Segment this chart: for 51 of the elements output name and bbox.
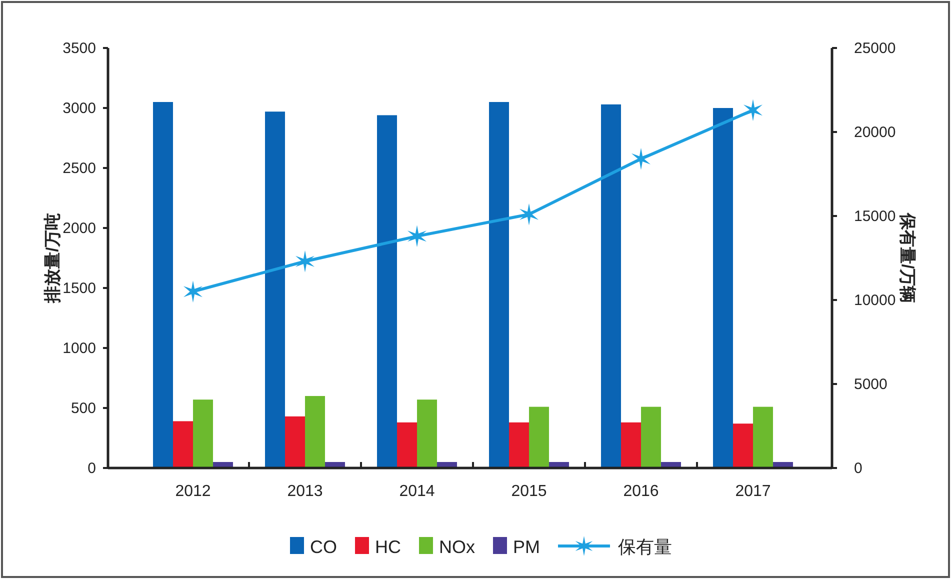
y-tick-label: 3500	[62, 40, 96, 57]
point	[183, 280, 203, 303]
legend-label: NOx	[439, 537, 475, 557]
legend-label: 保有量	[618, 537, 672, 557]
point	[295, 250, 315, 272]
y-axis-title: 排放量/万吨	[43, 213, 62, 304]
legend-label: CO	[310, 537, 337, 557]
bar	[489, 102, 509, 468]
y2-tick-label: 25000	[854, 40, 896, 57]
legend-label: PM	[513, 537, 540, 557]
y-tick-label: 1500	[62, 280, 96, 297]
bar	[601, 104, 621, 468]
bar	[265, 112, 285, 468]
y2-tick-label: 20000	[854, 124, 896, 141]
bar	[713, 108, 733, 468]
bar	[417, 400, 437, 468]
point	[743, 99, 763, 122]
point	[631, 148, 651, 170]
bar	[285, 416, 305, 468]
x-tick-label: 2012	[175, 483, 211, 500]
bar	[173, 421, 193, 468]
bar	[621, 422, 641, 468]
point	[407, 225, 427, 248]
y2-tick-label: 5000	[854, 376, 888, 393]
point	[519, 203, 539, 226]
legend-label: HC	[375, 537, 401, 557]
x-tick-label: 2016	[623, 483, 659, 500]
x-tick-label: 2013	[287, 483, 323, 500]
bar	[397, 422, 417, 468]
bar	[305, 396, 325, 468]
y2-axis-title: 保有量/万辆	[898, 212, 917, 303]
bar	[153, 102, 173, 468]
y2-tick-label: 15000	[854, 208, 896, 225]
bar	[641, 406, 661, 468]
x-tick-label: 2015	[511, 483, 547, 500]
y2-tick-label: 0	[854, 460, 862, 477]
y-tick-label: 1000	[62, 340, 96, 357]
bar	[753, 406, 773, 468]
bar	[529, 406, 549, 468]
bar	[733, 424, 753, 468]
y-tick-label: 3000	[62, 100, 96, 117]
y-tick-label: 2000	[62, 220, 96, 237]
x-tick-label: 2017	[735, 483, 771, 500]
x-tick-label: 2014	[399, 483, 435, 500]
y2-tick-label: 10000	[854, 292, 896, 309]
y-tick-label: 0	[88, 460, 96, 477]
bar	[193, 400, 213, 468]
y-tick-label: 500	[70, 400, 96, 417]
y-tick-label: 2500	[62, 160, 96, 177]
bar	[509, 422, 529, 468]
bar	[377, 115, 397, 468]
